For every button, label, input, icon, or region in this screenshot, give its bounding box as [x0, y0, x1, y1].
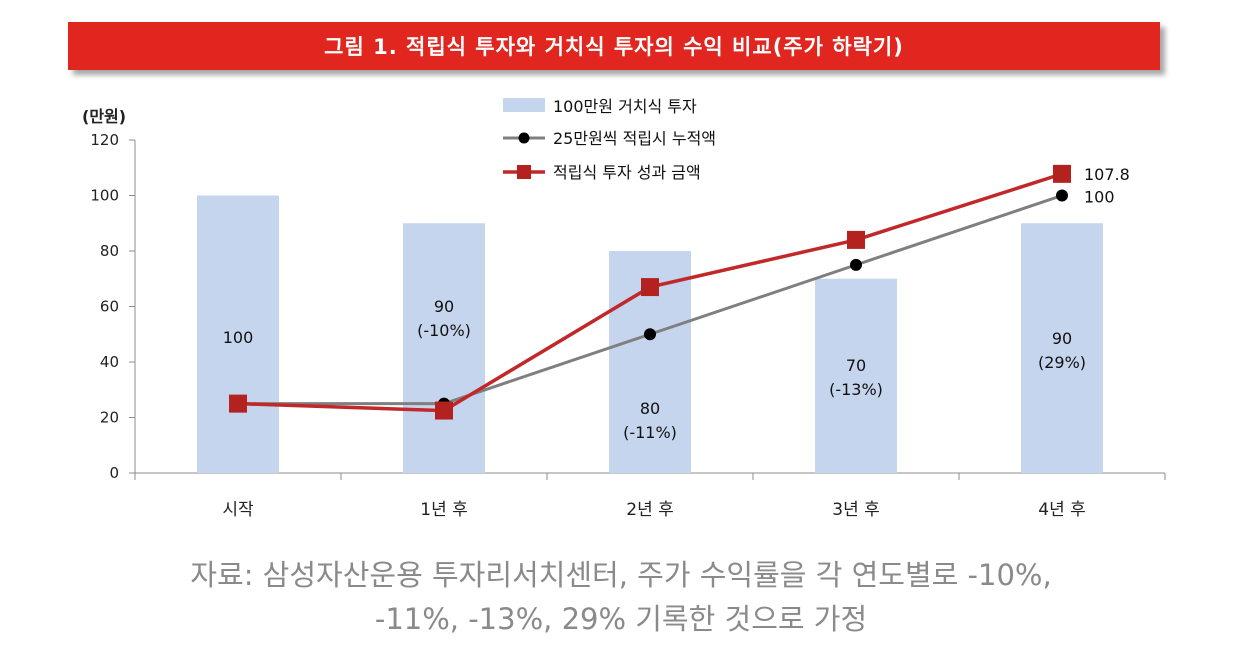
y-axis-unit-label: (만원): [82, 107, 126, 126]
point-performance: [641, 278, 659, 297]
point-performance: [847, 230, 865, 249]
caption-line-1: 자료: 삼성자산운용 투자리서치센터, 주가 수익률을 각 연도별로 -10%,: [190, 558, 1052, 592]
chart-title: 그림 1. 적립식 투자와 거치식 투자의 수익 비교(주가 하락기): [324, 35, 904, 59]
point-accumulated: [644, 328, 656, 341]
bar: [197, 195, 279, 473]
bar-data-label: 100: [223, 328, 254, 347]
chart-title-bar: 그림 1. 적립식 투자와 거치식 투자의 수익 비교(주가 하락기): [68, 22, 1160, 70]
legend-label-bar: 100만원 거치식 투자: [553, 97, 697, 116]
end-label-accumulated: 100: [1084, 188, 1115, 207]
y-tick-label: 100: [90, 187, 119, 205]
legend-swatch-bar: [503, 98, 545, 112]
caption-line-2: -11%, -13%, 29% 기록한 것으로 가정: [374, 602, 868, 636]
y-tick-label: 20: [100, 409, 119, 427]
end-label-performance: 107.8: [1084, 165, 1130, 184]
bar: [403, 223, 485, 473]
legend-label-performance: 적립식 투자 성과 금액: [553, 163, 701, 182]
bar: [815, 278, 897, 473]
point-accumulated: [1056, 189, 1068, 202]
chart-svg: 0 20 40 60 80 100 120 시작 1년 후 2년 후 3년 후 4년 후 (만원) 100…: [82, 97, 1166, 520]
point-accumulated: [850, 258, 862, 271]
bar-data-label: 70: [846, 356, 866, 375]
point-performance: [435, 401, 453, 420]
y-tick-label: 0: [109, 464, 119, 482]
bar-data-label: 80: [640, 399, 660, 418]
y-tick-label: 80: [100, 242, 119, 260]
bar-data-label: 90: [1052, 329, 1072, 348]
x-tick-label: 1년 후: [420, 500, 468, 520]
bar-data-label: (-13%): [829, 380, 883, 399]
legend-swatch-performance-marker: [517, 165, 531, 179]
x-tick-label: 2년 후: [626, 500, 674, 520]
legend-swatch-accumulated-marker: [518, 132, 530, 144]
x-tick-label: 3년 후: [832, 500, 880, 520]
legend-label-accumulated: 25만원씩 적립시 누적액: [553, 129, 716, 148]
bar: [1021, 223, 1103, 473]
bar-data-label: (29%): [1038, 353, 1086, 372]
bar-data-label: 90: [434, 297, 454, 316]
y-tick-label: 60: [100, 298, 119, 316]
bar-data-label: (-11%): [623, 423, 677, 442]
y-tick-label: 120: [90, 131, 119, 149]
x-tick-label: 4년 후: [1038, 500, 1086, 520]
x-tick-label: 시작: [222, 500, 254, 520]
bar-data-label: (-10%): [417, 321, 471, 340]
source-caption: 자료: 삼성자산운용 투자리서치센터, 주가 수익률을 각 연도별로 -10%,…: [0, 553, 1242, 641]
y-tick-label: 40: [100, 353, 119, 371]
point-performance: [229, 394, 247, 413]
point-performance: [1053, 164, 1071, 183]
